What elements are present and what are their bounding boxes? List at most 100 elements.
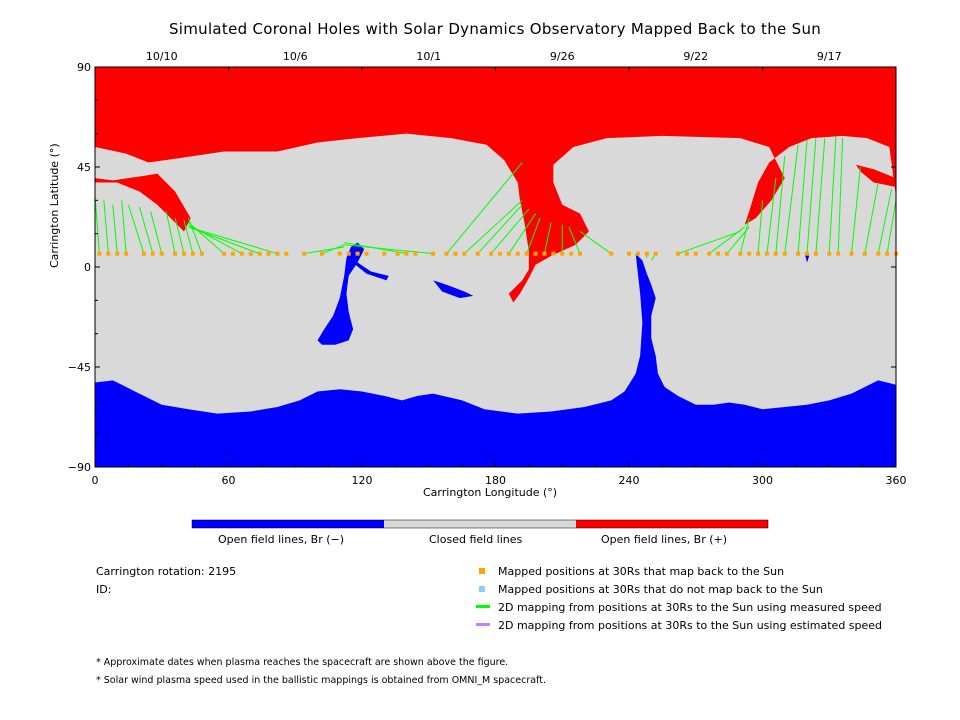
colorbar-label-closed: Closed field lines <box>429 533 523 546</box>
mapping-line <box>127 204 145 254</box>
mapping-line <box>121 200 127 254</box>
colorbar-label-negative: Open field lines, Br (−) <box>218 533 345 546</box>
mapped-point <box>97 251 102 256</box>
coronal-hole-positive-east <box>855 164 896 187</box>
mapping-line <box>757 200 763 254</box>
mapped-point <box>724 251 729 256</box>
coronal-hole-negative-tiny <box>804 253 810 263</box>
y-tick-label: 90 <box>77 61 91 74</box>
mapping-line <box>806 138 817 254</box>
mapped-point <box>609 251 614 256</box>
mapped-point <box>404 251 409 256</box>
south-coronal-hole-negative <box>95 253 896 467</box>
mapped-square-icon <box>479 568 485 574</box>
mapping-line <box>886 200 897 254</box>
mapped-point <box>542 251 547 256</box>
mapped-point <box>141 251 146 256</box>
mapping-line <box>304 246 345 255</box>
legend-item-measured: 2D mapping from positions at 30Rs to the… <box>498 601 882 614</box>
mapped-point <box>885 251 890 256</box>
note-speed: * Solar wind plasma speed used in the ba… <box>96 675 546 686</box>
mapping-line <box>837 138 844 254</box>
mapped-point <box>764 251 769 256</box>
mapped-point <box>497 251 502 256</box>
mapping-line <box>526 217 541 254</box>
mapping-line <box>139 206 154 254</box>
mapping-line <box>508 213 536 254</box>
mapped-point <box>222 251 227 256</box>
mapped-point <box>813 251 818 256</box>
x-tick-label: 180 <box>485 474 506 487</box>
mapped-point <box>796 251 801 256</box>
mapped-point <box>248 251 253 256</box>
mapped-point <box>862 251 867 256</box>
mapped-point <box>569 251 574 256</box>
mapped-point <box>337 251 342 256</box>
top-date-label: 10/6 <box>283 50 308 63</box>
mapped-point <box>578 251 583 256</box>
mapped-point <box>876 251 881 256</box>
mapped-point <box>257 251 262 256</box>
mapping-line <box>766 178 777 254</box>
mapped-point <box>756 251 761 256</box>
legend-item-mapped: Mapped positions at 30Rs that map back t… <box>498 565 785 578</box>
mapped-point <box>364 251 369 256</box>
mapped-point <box>675 251 680 256</box>
mapping-line <box>112 204 118 254</box>
mapping-line <box>775 155 786 254</box>
mapped-point <box>693 251 698 256</box>
mapping-line <box>543 222 552 254</box>
mapped-point <box>836 251 841 256</box>
x-tick-label: 360 <box>886 474 907 487</box>
mapped-point <box>805 251 809 256</box>
mapping-line <box>784 144 799 254</box>
mapped-point <box>302 251 307 256</box>
axis-layer: 0 60 120 180 240 300 360 −90 −45 0 45 90 10/10 10/6 10… <box>68 50 907 529</box>
north-coronal-hole-positive <box>95 67 896 303</box>
mapping-line <box>851 166 861 254</box>
mapped-point <box>773 251 778 256</box>
coronal-hole-positive-west <box>95 173 191 232</box>
mapping-line <box>739 217 750 254</box>
mapped-point <box>506 251 511 256</box>
mapped-point <box>475 251 480 256</box>
mapped-point <box>159 251 164 256</box>
mapped-point <box>716 251 720 256</box>
mapped-point <box>551 251 556 256</box>
mapped-point <box>319 251 324 256</box>
colorbar-segment <box>192 520 384 528</box>
mapping-line <box>188 226 278 255</box>
top-date-label: 9/22 <box>683 50 708 63</box>
top-date-label: 9/17 <box>817 50 842 63</box>
mapped-point <box>413 251 418 256</box>
mapped-point <box>115 251 120 256</box>
mapped-point <box>827 251 832 256</box>
mapped-point <box>106 251 111 256</box>
x-tick-label: 0 <box>92 474 99 487</box>
mapped-point <box>346 251 351 256</box>
measured-line-icon <box>476 605 490 608</box>
mapping-line <box>165 211 176 254</box>
mapped-point <box>284 251 289 256</box>
mapping-line <box>446 162 523 254</box>
mapped-point <box>653 251 658 256</box>
mapping-line <box>864 182 879 254</box>
colorbar-segment <box>384 520 576 528</box>
mapped-point <box>560 251 565 256</box>
legend-item-unmapped: Mapped positions at 30Rs that do not map… <box>498 583 823 596</box>
mapping-line <box>477 204 523 255</box>
mapped-point <box>849 251 854 256</box>
mapped-point <box>182 251 186 256</box>
mapping-line <box>568 226 581 254</box>
mapped-point <box>355 251 360 256</box>
colorbar-label-positive: Open field lines, Br (+) <box>601 533 728 546</box>
unmapped-square-icon <box>479 586 485 592</box>
mapping-line <box>708 226 745 255</box>
mapped-point <box>738 251 743 256</box>
mapped-point <box>635 251 640 256</box>
estimated-line-icon <box>476 623 490 626</box>
x-tick-label: 60 <box>222 474 236 487</box>
mapped-point <box>524 251 529 256</box>
mapped-point <box>444 251 449 256</box>
x-tick-label: 120 <box>352 474 373 487</box>
